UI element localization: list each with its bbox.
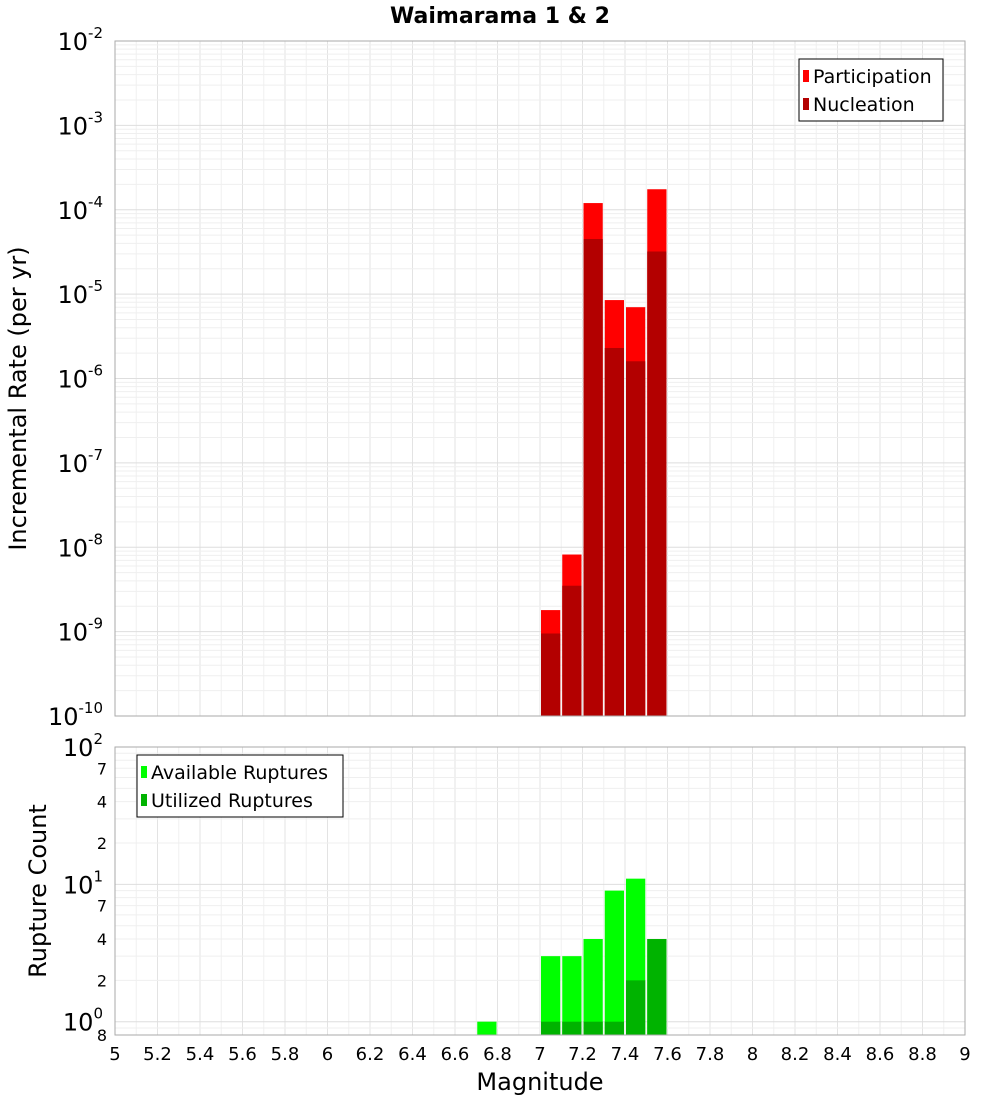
y-tick-label: 10-10 bbox=[48, 699, 103, 731]
legend-label: Nucleation bbox=[813, 94, 915, 116]
y-tick-label: 10-8 bbox=[57, 530, 103, 562]
legend-swatch bbox=[803, 98, 809, 110]
bottom-legend: Available Ruptures Utilized Ruptures bbox=[136, 754, 344, 818]
chart-title: Waimarama 1 & 2 bbox=[390, 4, 610, 29]
bottom-bars bbox=[477, 878, 667, 1035]
bottom-y-axis-title: Rupture Count bbox=[24, 804, 52, 978]
bar-utilized-ruptures bbox=[583, 1021, 603, 1035]
legend-swatch bbox=[141, 794, 147, 806]
y-tick-label: 101 bbox=[63, 867, 103, 899]
x-tick-label: 9 bbox=[959, 1044, 970, 1065]
x-tick-label: 8 bbox=[747, 1044, 758, 1065]
bar-utilized-ruptures bbox=[604, 1021, 624, 1035]
x-tick-label: 6.4 bbox=[398, 1044, 427, 1065]
bar-available-ruptures bbox=[604, 890, 624, 1035]
top-grid bbox=[114, 40, 966, 717]
bar-nucleation bbox=[541, 633, 561, 716]
bottom-panel: 100 101 102 8 2 4 7 2 4 7 Rupture Count Available… bbox=[24, 730, 971, 1096]
x-tick-label: 8.2 bbox=[781, 1044, 810, 1065]
y-tick-label: 10-4 bbox=[57, 193, 103, 225]
bar-nucleation bbox=[604, 347, 624, 716]
top-bars bbox=[541, 189, 667, 717]
bar-nucleation bbox=[562, 585, 582, 716]
y-tick-label: 10-9 bbox=[57, 615, 103, 647]
bar-nucleation bbox=[647, 251, 667, 716]
x-tick-label: 5.2 bbox=[143, 1044, 172, 1065]
x-tick-label: 7.8 bbox=[696, 1044, 725, 1065]
x-tick-label: 6.6 bbox=[441, 1044, 470, 1065]
x-tick-label: 6.2 bbox=[356, 1044, 385, 1065]
y-minor-tick-label: 7 bbox=[97, 759, 107, 778]
y-minor-tick-label: 2 bbox=[97, 834, 107, 853]
bar-available-ruptures bbox=[541, 956, 561, 1035]
bar-available-ruptures bbox=[583, 939, 603, 1035]
top-panel: 10-10 10-9 10-8 10-7 10-6 10-5 10-4 10-3 10-2 In… bbox=[4, 24, 966, 731]
y-tick-label: 10-5 bbox=[57, 277, 103, 309]
x-tick-label: 7.2 bbox=[568, 1044, 597, 1065]
y-minor-tick-label: 7 bbox=[97, 897, 107, 916]
x-tick-label: 7.6 bbox=[653, 1044, 682, 1065]
legend-label: Utilized Ruptures bbox=[151, 790, 313, 812]
y-tick-label: 10-7 bbox=[57, 446, 103, 478]
y-minor-tick-label: 4 bbox=[97, 930, 107, 949]
top-y-tick-labels: 10-10 10-9 10-8 10-7 10-6 10-5 10-4 10-3 10-2 bbox=[48, 24, 103, 731]
x-tick-label: 5.6 bbox=[228, 1044, 257, 1065]
legend-swatch bbox=[141, 766, 147, 778]
legend-swatch bbox=[803, 70, 809, 82]
bar-utilized-ruptures bbox=[647, 939, 667, 1035]
bar-available-ruptures bbox=[477, 1021, 497, 1035]
y-tick-label: 10-3 bbox=[57, 108, 103, 140]
top-y-axis-title: Incremental Rate (per yr) bbox=[4, 246, 32, 550]
x-tick-label: 5.8 bbox=[271, 1044, 300, 1065]
x-tick-label: 8.8 bbox=[908, 1044, 937, 1065]
y-tick-label: 10-6 bbox=[57, 362, 103, 394]
y-tick-label: 100 bbox=[63, 1005, 103, 1037]
legend-box bbox=[136, 754, 344, 818]
x-tick-label: 6 bbox=[322, 1044, 333, 1065]
y-tick-label: 10-2 bbox=[57, 24, 103, 56]
x-tick-label: 7.4 bbox=[611, 1044, 640, 1065]
bar-available-ruptures bbox=[562, 956, 582, 1035]
y-minor-tick-label: 4 bbox=[97, 793, 107, 812]
x-tick-label: 6.8 bbox=[483, 1044, 512, 1065]
bottom-y-tick-labels: 100 101 102 8 2 4 7 2 4 7 bbox=[63, 730, 107, 1045]
bar-nucleation bbox=[583, 239, 603, 716]
x-tick-label: 5 bbox=[109, 1044, 120, 1065]
x-axis-title: Magnitude bbox=[476, 1068, 603, 1096]
x-tick-label: 5.4 bbox=[186, 1044, 215, 1065]
bottom-plot-frame bbox=[114, 746, 966, 1036]
x-tick-label: 8.6 bbox=[866, 1044, 895, 1065]
legend-box bbox=[798, 58, 944, 122]
bar-utilized-ruptures bbox=[541, 1021, 561, 1035]
y-minor-tick-label: 8 bbox=[97, 1026, 107, 1045]
top-legend: Participation Nucleation bbox=[798, 58, 944, 122]
x-tick-label: 7 bbox=[534, 1044, 545, 1065]
top-plot-frame bbox=[114, 40, 966, 717]
x-tick-labels: 5 5.2 5.4 5.6 5.8 6 6.2 6.4 6.6 6.8 7 7.2 7.4 7.6 7.8 8… bbox=[109, 1044, 970, 1065]
x-tick-label: 8.4 bbox=[823, 1044, 852, 1065]
legend-label: Available Ruptures bbox=[151, 762, 328, 784]
legend-label: Participation bbox=[813, 66, 932, 88]
bar-nucleation bbox=[626, 361, 646, 716]
y-tick-label: 102 bbox=[63, 730, 103, 762]
y-minor-tick-label: 2 bbox=[97, 971, 107, 990]
bar-utilized-ruptures bbox=[562, 1021, 582, 1035]
bar-utilized-ruptures bbox=[626, 980, 646, 1035]
